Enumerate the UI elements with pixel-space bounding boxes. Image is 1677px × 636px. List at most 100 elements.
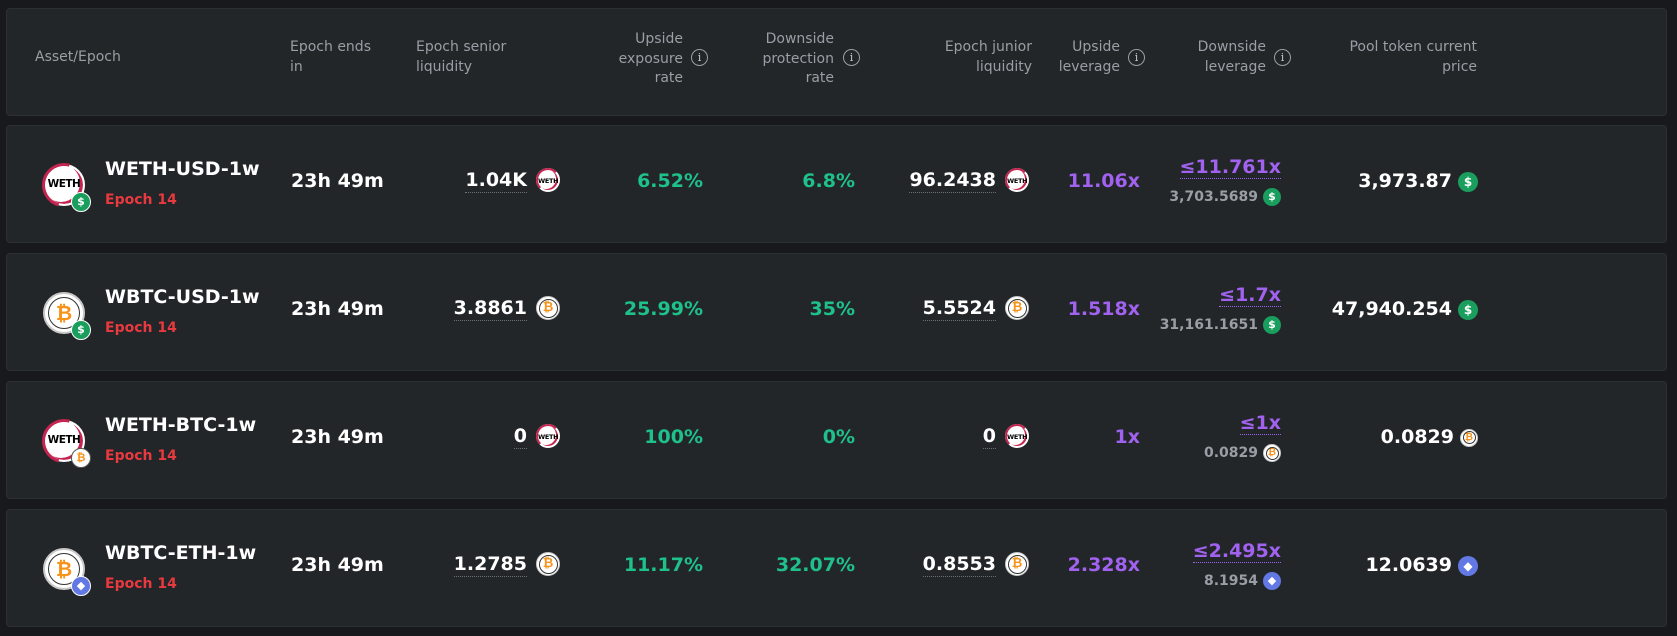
upside-exposure-info-icon[interactable]: i [691, 49, 708, 66]
header-downside-leverage: Downside leverage [1197, 39, 1266, 75]
downside-leverage: ≤11.761x 3,703.5689 $ [1087, 126, 1281, 244]
header-downside-protection: Downside protection rate [762, 31, 834, 86]
header-epoch-ends: Epoch ends in [290, 39, 371, 75]
epoch-label: Epoch 14 [105, 192, 177, 208]
btc-icon: ₿ [43, 292, 85, 334]
upside-exposure-rate: 25.99% [623, 298, 703, 320]
asset-name[interactable]: WETH-BTC-1w [105, 414, 257, 436]
junior-liquidity: 96.2438 WETH [909, 168, 1029, 193]
usd-icon: $ [71, 192, 91, 212]
usd-icon: $ [1263, 316, 1281, 334]
downside-leverage: ≤1.7x 31,161.1651 $ [1087, 254, 1281, 372]
junior-liquidity-value[interactable]: 5.5524 [922, 296, 996, 321]
eth-icon: ◆ [71, 576, 91, 596]
senior-liquidity: 1.04K WETH [465, 168, 560, 193]
upside-exposure-rate: 100% [644, 426, 703, 448]
epoch-label: Epoch 14 [105, 576, 177, 592]
downside-leverage-value[interactable]: ≤1.7x [1219, 284, 1281, 307]
asset-name[interactable]: WBTC-ETH-1w [105, 542, 257, 564]
downside-leverage-sub: 3,703.5689 $ [1169, 188, 1281, 206]
epoch-ends-in: 23h 49m [291, 426, 384, 448]
table-row[interactable]: ₿ $ WBTC-USD-1w Epoch 14 23h 49m 3.8861 ₿… [6, 253, 1667, 371]
usd-icon: $ [71, 320, 91, 340]
btc-icon: ₿ [1263, 444, 1281, 462]
btc-icon: ₿ [536, 552, 560, 576]
header-junior-liquidity: Epoch junior liquidity [944, 39, 1032, 75]
junior-liquidity-value[interactable]: 0 [982, 424, 996, 449]
junior-liquidity: 5.5524 ₿ [922, 296, 1029, 321]
senior-liquidity-value[interactable]: 1.2785 [453, 552, 527, 577]
btc-icon: ₿ [1460, 428, 1478, 447]
pool-token-price: 0.0829 ₿ [1381, 426, 1478, 448]
downside-protection-rate: 0% [822, 426, 855, 448]
senior-liquidity-value[interactable]: 3.8861 [453, 296, 527, 321]
upside-leverage: 11.06x [1067, 170, 1140, 192]
usd-icon: $ [1458, 299, 1478, 320]
downside-leverage-value[interactable]: ≤1x [1239, 412, 1281, 435]
senior-liquidity-value[interactable]: 1.04K [465, 168, 527, 193]
table-row[interactable]: WETH ₿ WETH-BTC-1w Epoch 14 23h 49m 0 WET… [6, 381, 1667, 499]
header-pool-price: Pool token current price [1349, 39, 1477, 75]
btc-icon: ₿ [536, 296, 560, 320]
junior-liquidity-value[interactable]: 96.2438 [909, 168, 996, 193]
downside-protection-rate: 32.07% [775, 554, 855, 576]
senior-liquidity: 0 WETH [513, 424, 560, 449]
upside-leverage-info-icon[interactable]: i [1128, 49, 1145, 66]
weth-icon: WETH [43, 164, 85, 206]
wbtc-eth-avatar: ₿ ◆ [37, 542, 91, 596]
table-row[interactable]: WETH $ WETH-USD-1w Epoch 14 23h 49m 1.04… [6, 125, 1667, 243]
usd-icon: $ [1263, 188, 1281, 206]
btc-icon: ₿ [1005, 296, 1029, 320]
asset-name[interactable]: WBTC-USD-1w [105, 286, 260, 308]
downside-leverage-info-icon[interactable]: i [1274, 49, 1291, 66]
pool-token-price: 3,973.87 $ [1358, 170, 1478, 192]
header-asset-epoch: Asset/Epoch [35, 49, 121, 65]
downside-leverage-value[interactable]: ≤11.761x [1179, 156, 1281, 179]
upside-exposure-rate: 11.17% [623, 554, 703, 576]
senior-liquidity-value[interactable]: 0 [513, 424, 527, 449]
downside-protection-info-icon[interactable]: i [843, 49, 860, 66]
downside-leverage-sub: 8.1954 ◆ [1204, 572, 1281, 590]
header-upside-exposure: Upside exposure rate [618, 31, 683, 86]
downside-leverage-value[interactable]: ≤2.495x [1192, 540, 1281, 563]
table-row[interactable]: ₿ ◆ WBTC-ETH-1w Epoch 14 23h 49m 1.2785 ₿… [6, 509, 1667, 627]
downside-protection-rate: 6.8% [802, 170, 855, 192]
btc-icon: ₿ [1005, 552, 1029, 576]
epoch-ends-in: 23h 49m [291, 170, 384, 192]
weth-icon: WETH [1005, 424, 1029, 448]
upside-leverage: 2.328x [1067, 554, 1140, 576]
downside-leverage-sub: 31,161.1651 $ [1160, 316, 1281, 334]
junior-liquidity: 0.8553 ₿ [922, 552, 1029, 577]
downside-leverage: ≤1x 0.0829 ₿ [1087, 382, 1281, 500]
upside-exposure-rate: 6.52% [637, 170, 703, 192]
downside-leverage: ≤2.495x 8.1954 ◆ [1087, 510, 1281, 628]
btc-icon: ₿ [71, 448, 91, 468]
epoch-ends-in: 23h 49m [291, 554, 384, 576]
asset-name[interactable]: WETH-USD-1w [105, 158, 260, 180]
weth-icon: WETH [1005, 168, 1029, 192]
pool-token-price: 47,940.254 $ [1332, 298, 1478, 320]
eth-icon: ◆ [1458, 555, 1478, 576]
pool-token-price: 12.0639 ◆ [1365, 554, 1478, 576]
senior-liquidity: 1.2785 ₿ [453, 552, 560, 577]
header-senior-liquidity: Epoch senior liquidity [416, 39, 507, 75]
junior-liquidity-value[interactable]: 0.8553 [922, 552, 996, 577]
usd-icon: $ [1458, 171, 1478, 192]
senior-liquidity: 3.8861 ₿ [453, 296, 560, 321]
epoch-label: Epoch 14 [105, 320, 177, 336]
weth-usd-avatar: WETH $ [37, 158, 91, 212]
upside-leverage: 1x [1114, 426, 1140, 448]
wbtc-usd-avatar: ₿ $ [37, 286, 91, 340]
weth-icon: WETH [536, 168, 560, 192]
table-header: Asset/Epoch Epoch ends in Epoch senior l… [6, 8, 1667, 116]
eth-icon: ◆ [1263, 572, 1281, 590]
junior-liquidity: 0 WETH [982, 424, 1029, 449]
weth-btc-avatar: WETH ₿ [37, 414, 91, 468]
header-upside-leverage: Upside leverage [1058, 39, 1120, 75]
downside-leverage-sub: 0.0829 ₿ [1204, 444, 1281, 462]
upside-leverage: 1.518x [1067, 298, 1140, 320]
weth-icon: WETH [536, 424, 560, 448]
downside-protection-rate: 35% [809, 298, 855, 320]
epoch-ends-in: 23h 49m [291, 298, 384, 320]
epoch-label: Epoch 14 [105, 448, 177, 464]
